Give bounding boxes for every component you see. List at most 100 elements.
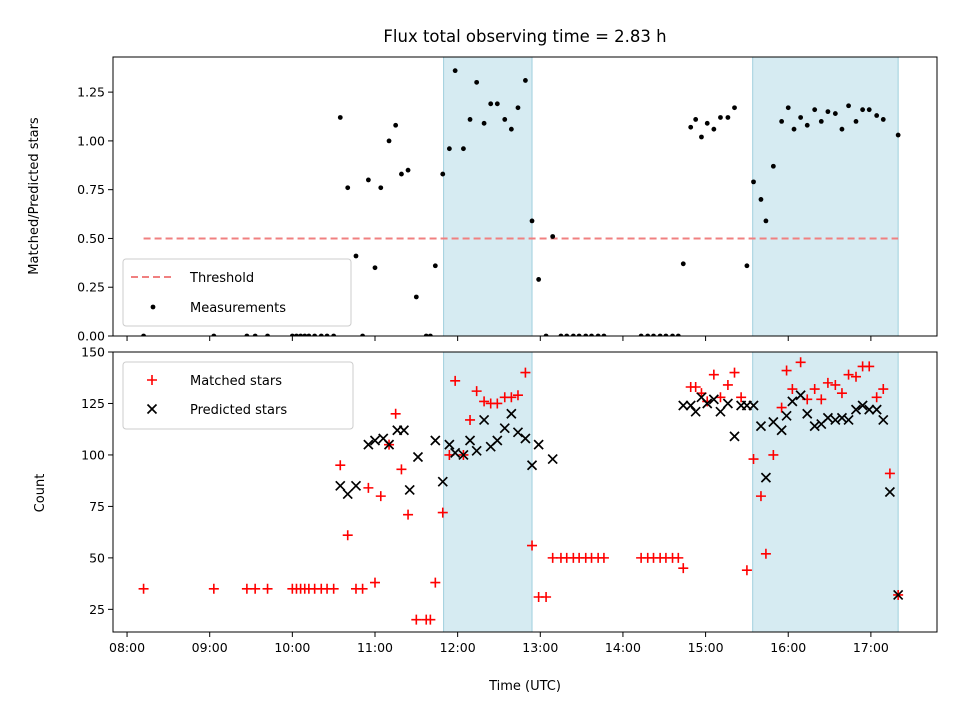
measurement-point xyxy=(880,117,886,122)
measurement-point xyxy=(758,197,764,202)
measurement-point xyxy=(550,234,556,239)
x-tick-label: 16:00 xyxy=(770,640,806,655)
measurement-point xyxy=(488,101,494,107)
measurement-point xyxy=(688,124,694,130)
legend-matched-swatch xyxy=(147,375,157,385)
matched-star-point xyxy=(787,384,798,395)
measurement-point xyxy=(866,107,872,113)
measurement-point xyxy=(298,333,304,336)
matched-star-point xyxy=(598,552,609,563)
bottom-axes-frame xyxy=(112,351,938,633)
matched-star-point xyxy=(851,371,862,382)
measurement-point xyxy=(312,333,318,336)
measurement-point xyxy=(779,118,785,124)
predicted-star-point xyxy=(437,476,448,487)
predicted-star-point xyxy=(444,439,455,450)
matched-star-point xyxy=(755,491,766,502)
matched-star-point xyxy=(138,583,149,594)
top-axes-frame xyxy=(112,56,938,337)
measurement-point xyxy=(452,68,458,74)
measurement-point xyxy=(141,333,146,336)
measurement-point xyxy=(252,333,258,336)
measurement-point xyxy=(791,126,797,132)
matched-star-point xyxy=(884,468,895,479)
predicted-star-point xyxy=(795,390,806,401)
predicted-star-point xyxy=(533,439,544,450)
x-tick-label: 09:00 xyxy=(192,640,228,655)
predicted-star-point xyxy=(871,404,882,415)
measurement-point xyxy=(846,103,851,109)
bottom-panel: 08:00 09:00 10:00 11:00 12:00 13:00 14:00 15:00… xyxy=(81,345,938,655)
matched-star-point xyxy=(729,367,740,378)
measurement-point xyxy=(318,333,324,336)
measurement-point xyxy=(680,261,686,267)
matched-star-point xyxy=(262,583,273,594)
top-y-tick-label: 1.25 xyxy=(77,85,105,100)
predicted-star-point xyxy=(708,394,719,405)
matched-star-point xyxy=(520,367,531,378)
matched-star-point xyxy=(748,454,759,465)
measurement-point xyxy=(770,163,776,169)
bottom-y-tick-label: 50 xyxy=(89,550,105,565)
bottom-y-tick-label: 125 xyxy=(81,396,105,411)
matched-star-point xyxy=(342,530,353,541)
predicted-star-point xyxy=(760,472,772,483)
measurement-point xyxy=(523,78,528,83)
measurement-point xyxy=(704,120,710,126)
predicted-star-point xyxy=(715,406,726,417)
measurement-point xyxy=(895,132,901,138)
measurement-point xyxy=(711,126,717,132)
predicted-star-point xyxy=(729,431,740,442)
matched-star-point xyxy=(878,384,889,395)
top-y-tick-label: 1.00 xyxy=(77,133,105,148)
measurement-point xyxy=(289,333,295,336)
matched-star-point xyxy=(396,464,407,475)
predicted-star-point xyxy=(547,453,558,465)
predicted-star-point xyxy=(412,451,424,463)
matched-star-point xyxy=(465,414,476,425)
measurement-point xyxy=(785,105,791,111)
matched-star-point xyxy=(768,449,779,460)
top-y-tick-label: 0.75 xyxy=(77,182,105,197)
predicted-star-point xyxy=(506,408,517,419)
matched-star-point xyxy=(702,396,713,407)
matched-star-point xyxy=(430,577,441,588)
predicted-star-point xyxy=(678,400,689,411)
matched-star-point xyxy=(492,398,503,409)
predicted-star-point xyxy=(512,427,524,438)
measurement-point xyxy=(481,120,487,126)
measurement-point xyxy=(812,107,818,113)
bottom-y-tick-label: 100 xyxy=(81,447,105,462)
measurement-point xyxy=(306,333,312,336)
measurement-point xyxy=(432,263,438,269)
predicted-star-point xyxy=(499,423,510,434)
x-tick-label: 13:00 xyxy=(522,640,558,655)
predicted-star-point xyxy=(722,398,734,409)
matched-star-point xyxy=(871,392,882,403)
measurement-point xyxy=(589,333,594,336)
matched-star-point xyxy=(776,402,787,413)
measurement-point xyxy=(494,101,500,107)
measurement-point xyxy=(372,265,378,271)
predicted-star-point xyxy=(878,414,889,426)
predicted-star-point xyxy=(843,414,854,426)
predicted-star-point xyxy=(809,421,820,432)
matched-star-point xyxy=(369,577,380,588)
matched-star-point xyxy=(506,392,517,403)
predicted-star-point xyxy=(464,435,476,446)
bottom-y-tick-label: 25 xyxy=(89,602,105,617)
top-y-tick-label: 0.00 xyxy=(77,329,105,344)
matched-star-point xyxy=(411,614,422,625)
top-y-tick-label: 0.50 xyxy=(77,231,105,246)
measurement-point xyxy=(853,118,859,124)
predicted-star-point xyxy=(836,412,848,423)
predicted-star-point xyxy=(802,408,813,419)
bottom-y-tick-label: 75 xyxy=(89,499,105,514)
measurement-point xyxy=(508,126,514,132)
predicted-star-point xyxy=(526,460,538,471)
predicted-star-point xyxy=(857,400,868,411)
matched-star-point xyxy=(357,583,368,594)
measurement-point xyxy=(461,146,466,152)
predicted-star-point xyxy=(850,404,862,415)
predicted-star-point xyxy=(702,398,713,409)
